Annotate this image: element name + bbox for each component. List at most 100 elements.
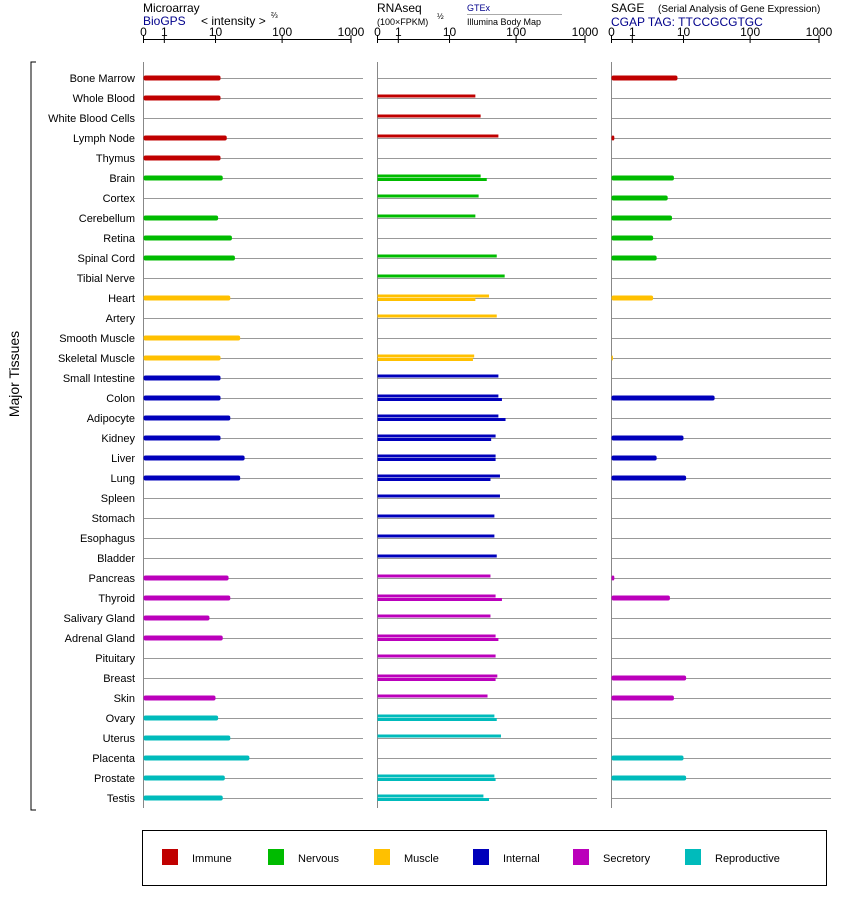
sage-header: SAGE (Serial Analysis of Gene Expression… [611,1,820,29]
tissue-label-colon: Colon [106,393,135,405]
rnaseq-header: RNAseq (100×FPKM) ½ GTEx Illumina Body M… [377,1,562,27]
rnaseq-bar-adrenal-gland [377,638,499,641]
rnaseq-source-bodymap: Illumina Body Map [467,17,541,27]
tissue-label-small-intestine: Small Intestine [63,373,135,385]
tissue-label-thymus: Thymus [96,153,136,165]
microarray-bar-prostate [143,775,225,781]
rnaseq-bar-adipocyte [377,414,499,418]
sage-bar-kidney [611,435,684,441]
rnaseq-bar-ovary [377,714,495,718]
rnaseq-tick-label: 1 [395,25,402,39]
tissue-label-pancreas: Pancreas [89,573,136,585]
rnaseq-bar-skeletal-muscle [377,358,473,361]
rnaseq-measure-exponent: ½ [437,12,444,21]
legend-item-immune: Immune [162,849,232,865]
microarray-bar-small-intestine [143,375,221,381]
rnaseq-bar-stomach [377,514,495,518]
sage-bar-spinal-cord [611,255,657,261]
sage-panel: 0 1 10 100 1000 [608,25,833,808]
tissue-label-spleen: Spleen [101,493,135,505]
rnaseq-bar-testis [377,794,484,798]
rnaseq-source-gtex: GTEx [467,3,491,13]
tissue-label-whole-blood: Whole Blood [73,93,135,105]
rnaseq-bar-heart [377,294,490,298]
rnaseq-bar-whole-blood [377,94,476,98]
rnaseq-bar-lung [377,478,491,481]
microarray-bar-ovary [143,715,219,721]
tissue-label-kidney: Kidney [101,433,135,445]
tissue-labels: Bone Marrow Whole Blood White Blood Cells L… [48,73,136,805]
tissue-label-lymph-node: Lymph Node [73,133,135,145]
tissue-label-bone-marrow: Bone Marrow [70,73,135,85]
sage-tick-label: 0 [608,25,615,39]
sage-bar-prostate [611,775,687,781]
rnaseq-bar-adipocyte [377,418,506,421]
rnaseq-bar-tibial-nerve [377,274,505,278]
y-axis-label: Major Tissues [6,331,22,417]
rnaseq-bar-liver [377,458,496,461]
tissue-label-bladder: Bladder [97,553,135,565]
tissue-label-adipocyte: Adipocyte [87,413,135,425]
rnaseq-bar-breast [377,674,498,678]
microarray-bar-whole-blood [143,95,221,101]
legend-item-muscle: Muscle [374,849,439,865]
rnaseq-bar-thyroid [377,594,496,598]
tissue-label-brain: Brain [109,173,135,185]
tissue-label-pituitary: Pituitary [95,653,135,665]
rnaseq-bar-breast [377,678,496,681]
tissue-label-retina: Retina [103,233,136,245]
microarray-bar-thyroid [143,595,231,601]
tissue-label-adrenal-gland: Adrenal Gland [65,633,135,645]
sage-tick-label: 1 [629,25,636,39]
sage-tick-label: 1000 [806,25,833,39]
legend-label: Immune [192,853,232,865]
sage-bar-breast [611,675,687,681]
legend-swatch [573,849,589,865]
rnaseq-tick-label: 100 [506,25,526,39]
microarray-header: Microarray BioGPS < intensity > ⅔ [143,1,278,28]
legend-swatch [685,849,701,865]
rnaseq-bar-testis [377,798,490,801]
tissue-label-smooth-muscle: Smooth Muscle [59,333,135,345]
rnaseq-tick-label: 10 [443,25,457,39]
rnaseq-bar-bladder [377,554,497,558]
legend-item-internal: Internal [473,849,540,865]
microarray-bar-heart [143,295,231,301]
legend-label: Secretory [603,853,651,865]
sage-bar-placenta [611,755,684,761]
sage-tick-label: 10 [677,25,691,39]
rnaseq-measure: (100×FPKM) [377,17,428,27]
legend-label: Internal [503,853,540,865]
y-axis-bracket [30,61,36,811]
microarray-bar-lymph-node [143,135,227,141]
legend-swatch [162,849,178,865]
microarray-title: Microarray [143,1,200,15]
rnaseq-bar-pancreas [377,574,491,578]
tissue-label-ovary: Ovary [106,713,136,725]
sage-bar-colon [611,395,715,401]
microarray-bar-lung [143,475,241,481]
microarray-tick-label: 1000 [338,25,365,39]
rnaseq-bar-cerebellum [377,214,476,218]
tissue-label-breast: Breast [103,673,135,685]
sage-bar-skeletal-muscle [611,355,613,361]
microarray-measure: < intensity > [201,14,266,28]
tissue-label-uterus: Uterus [103,733,136,745]
microarray-tick-label: 0 [140,25,147,39]
microarray-bar-thymus [143,155,221,161]
rnaseq-bar-adrenal-gland [377,634,496,638]
sage-bar-lymph-node [611,135,615,141]
legend-item-reproductive: Reproductive [685,849,780,865]
rnaseq-bar-uterus [377,734,501,738]
legend-item-secretory: Secretory [573,849,651,865]
tissue-label-lung: Lung [111,473,135,485]
sage-bar-brain [611,175,674,181]
tissue-label-artery: Artery [106,313,136,325]
tissue-label-liver: Liver [111,453,135,465]
legend: Immune Nervous Muscle Internal Secretory Repr… [162,849,780,865]
legend-swatch [374,849,390,865]
microarray-bar-brain [143,175,223,181]
microarray-bar-testis [143,795,223,801]
rnaseq-bar-white-blood-cells [377,114,481,118]
